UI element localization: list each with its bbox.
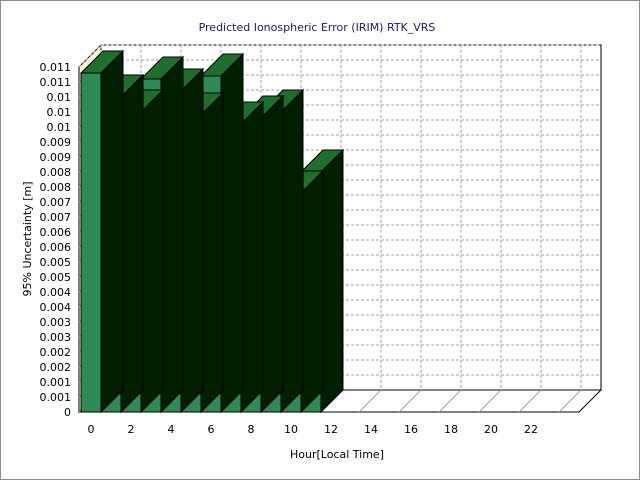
x-tick-label: 6 bbox=[208, 423, 215, 436]
y-axis-label: 95% Uncertainty [m] bbox=[21, 181, 34, 296]
chart-title: Predicted Ionospheric Error (IRIM) RTK_V… bbox=[199, 21, 436, 34]
y-tick-label: 0.001 bbox=[40, 376, 72, 389]
bar-side bbox=[300, 169, 324, 414]
y-tick-label: 0.01 bbox=[47, 91, 72, 104]
x-tick-label: 0 bbox=[88, 423, 95, 436]
bar-side bbox=[260, 94, 284, 414]
floor-line bbox=[558, 389, 582, 413]
y-tick-label: 0.003 bbox=[40, 331, 72, 344]
x-tick-label: 4 bbox=[168, 423, 175, 436]
x-tick-label: 18 bbox=[444, 423, 458, 436]
y-tick-label: 0.007 bbox=[40, 211, 72, 224]
floor-line bbox=[438, 389, 462, 413]
y-tick-label: 0.005 bbox=[40, 271, 72, 284]
x-axis-label: Hour[Local Time] bbox=[290, 448, 384, 461]
y-tick-label: 0 bbox=[64, 406, 71, 419]
y-tick-label: 0.002 bbox=[40, 361, 72, 374]
y-tick-label: 0.003 bbox=[40, 316, 72, 329]
x-tick-label: 14 bbox=[364, 423, 378, 436]
y-tick-label: 0.011 bbox=[40, 61, 72, 74]
floor-line bbox=[398, 389, 422, 413]
y-tick-label: 0.006 bbox=[40, 241, 72, 254]
bar-side bbox=[140, 88, 164, 414]
bar-side bbox=[120, 73, 144, 414]
y-tick-label: 0.009 bbox=[40, 151, 72, 164]
bar-side bbox=[100, 49, 124, 414]
y-tick-label: 0.004 bbox=[40, 286, 72, 299]
grid-line-side bbox=[78, 44, 102, 68]
y-tick-label: 0.01 bbox=[47, 121, 72, 134]
floor-line bbox=[518, 389, 542, 413]
x-tick-label: 12 bbox=[324, 423, 338, 436]
y-tick-label: 0.008 bbox=[40, 166, 72, 179]
bar-side bbox=[160, 55, 184, 414]
bar-side bbox=[200, 91, 224, 414]
x-tick-label: 8 bbox=[248, 423, 255, 436]
x-tick-label: 2 bbox=[128, 423, 135, 436]
x-tick-label: 22 bbox=[524, 423, 538, 436]
y-tick-label: 0.005 bbox=[40, 256, 72, 269]
floor-line bbox=[478, 389, 502, 413]
bar-side bbox=[180, 67, 204, 414]
floor-line bbox=[358, 389, 382, 413]
y-tick-label: 0.007 bbox=[40, 196, 72, 209]
bar-side bbox=[280, 88, 304, 414]
x-tick-label: 10 bbox=[284, 423, 298, 436]
y-tick-label: 0.004 bbox=[40, 301, 72, 314]
bar-side bbox=[220, 52, 244, 414]
y-tick-label: 0.008 bbox=[40, 181, 72, 194]
y-tick-label: 0.006 bbox=[40, 226, 72, 239]
y-tick-label: 0.011 bbox=[40, 76, 72, 89]
bar-side bbox=[320, 148, 344, 414]
y-tick-label: 0.002 bbox=[40, 346, 72, 359]
bar-front bbox=[80, 72, 102, 413]
x-tick-label: 16 bbox=[404, 423, 418, 436]
bar-side bbox=[240, 100, 264, 414]
y-tick-label: 0.009 bbox=[40, 136, 72, 149]
y-tick-label: 0.01 bbox=[47, 106, 72, 119]
bar bbox=[79, 49, 125, 414]
x-tick-label: 20 bbox=[484, 423, 498, 436]
y-tick-label: 0.001 bbox=[40, 391, 72, 404]
